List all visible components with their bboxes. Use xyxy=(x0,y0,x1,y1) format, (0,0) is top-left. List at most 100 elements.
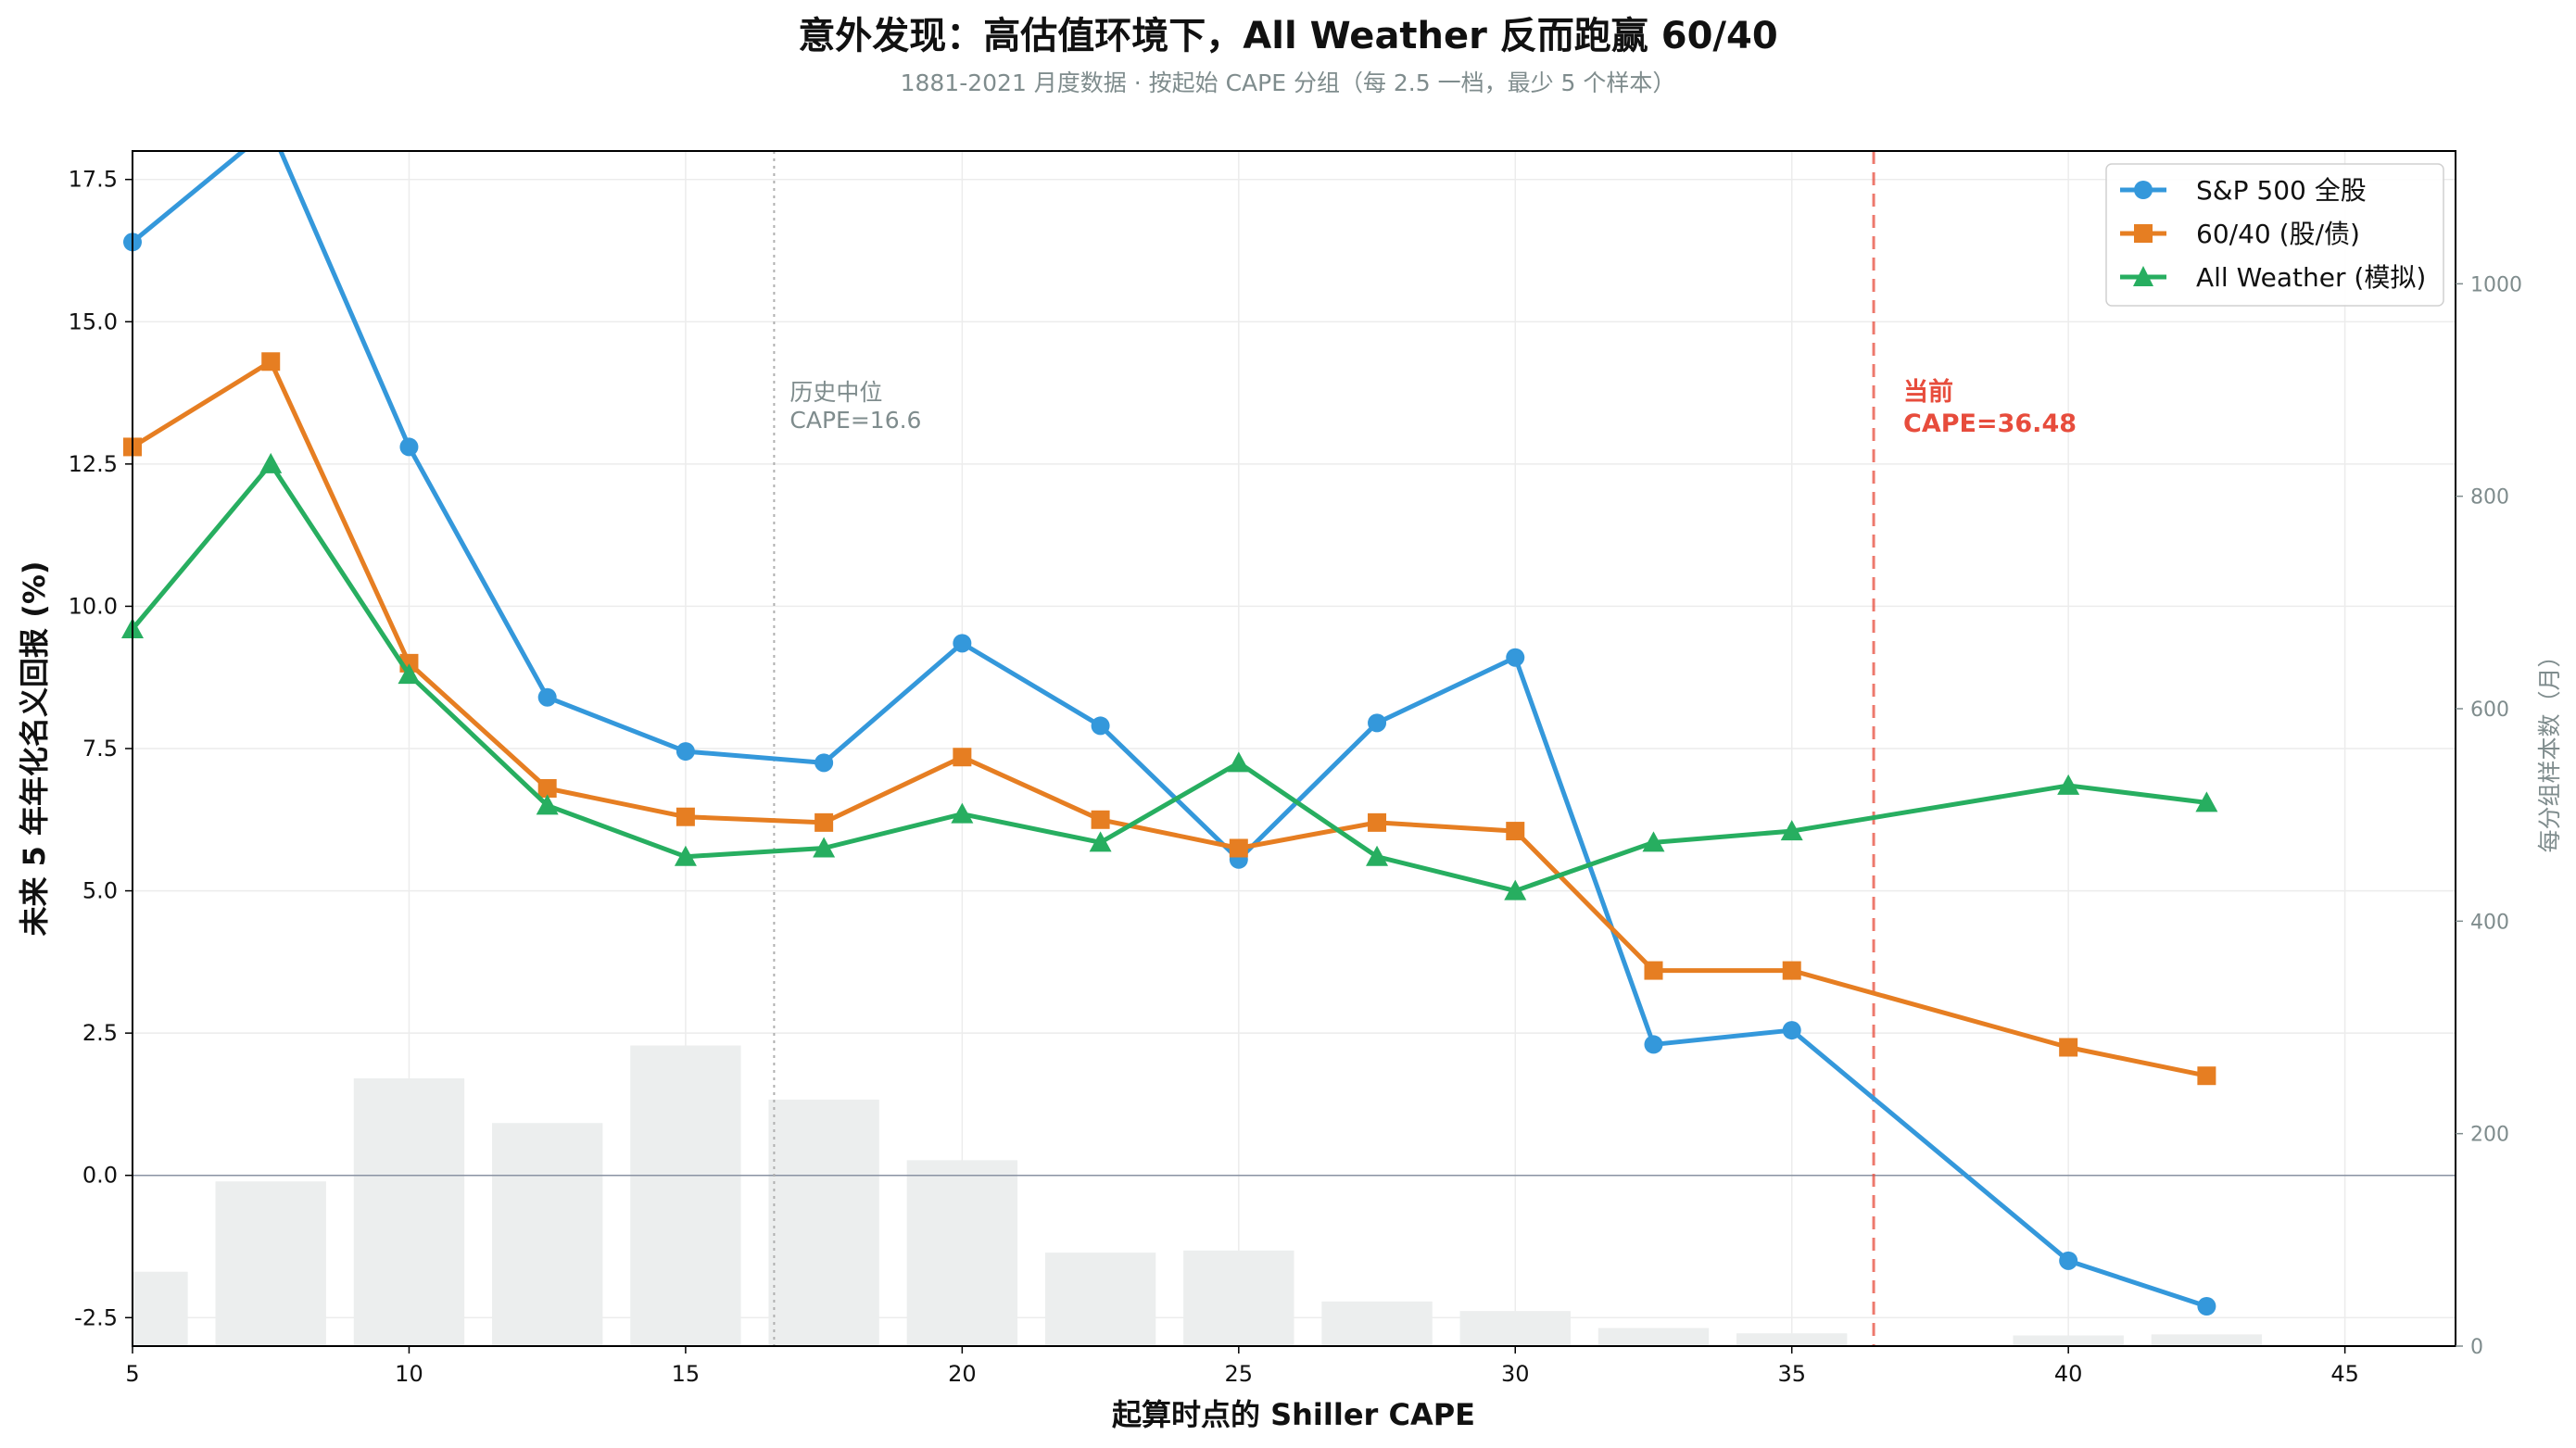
sample-count-bar xyxy=(1597,1328,1710,1346)
series-point-2 xyxy=(259,452,283,473)
series-point-0 xyxy=(953,634,972,653)
series-point-1 xyxy=(1091,810,1110,829)
y-tick-label: 2.5 xyxy=(82,1020,118,1046)
median-annotation-label: 历史中位 xyxy=(789,379,882,406)
x-tick-label: 10 xyxy=(395,1361,423,1387)
y-tick-label: 0.0 xyxy=(82,1163,118,1189)
series-point-2 xyxy=(1227,751,1250,773)
series-point-1 xyxy=(2059,1038,2078,1057)
series-point-1 xyxy=(953,748,972,767)
series-point-1 xyxy=(1229,838,1248,858)
right-tick-label: 1000 xyxy=(2470,273,2522,296)
legend-allweather-label: All Weather (模拟) xyxy=(2196,262,2426,293)
series-point-0 xyxy=(1091,716,1110,736)
sample-bars xyxy=(133,1045,2263,1346)
series-point-1 xyxy=(261,352,281,371)
legend-box xyxy=(2105,163,2444,307)
sample-count-bar xyxy=(2151,1334,2263,1346)
sample-count-bar xyxy=(768,1099,879,1346)
series-point-1 xyxy=(814,812,834,832)
sample-count-bar xyxy=(2013,1335,2124,1346)
right-axis-label: 每分组样本数（月） xyxy=(2536,644,2563,852)
series-point-2 xyxy=(674,845,697,866)
series-point-2 xyxy=(2057,774,2080,795)
right-tick-label: 600 xyxy=(2470,699,2509,722)
legend-sp500-marker xyxy=(2134,181,2153,199)
legend-sp500-label: S&P 500 全股 xyxy=(2196,175,2367,206)
current-annotation-value: CAPE=36.48 xyxy=(1903,409,2077,438)
sample-count-bar xyxy=(491,1123,603,1346)
series-point-2 xyxy=(1780,820,1803,841)
y-axis-ticks: -2.5 0.0 2.5 5.0 7.5 10.0 12.5 15.0 17.5 xyxy=(69,167,133,1330)
sample-count-bar xyxy=(906,1160,1018,1346)
chart-title: 意外发现：高估值环境下，All Weather 反而跑赢 60/40 xyxy=(798,15,1777,57)
x-tick-label: 45 xyxy=(2330,1361,2359,1387)
median-annotation-value: CAPE=16.6 xyxy=(789,407,921,434)
series-point-0 xyxy=(2197,1297,2216,1316)
x-tick-label: 15 xyxy=(672,1361,701,1387)
series-point-2 xyxy=(1504,879,1527,900)
right-tick-label: 400 xyxy=(2470,911,2509,934)
series-point-0 xyxy=(676,742,695,762)
right-tick-label: 0 xyxy=(2470,1336,2483,1359)
right-axis-ticks: 0 200 400 600 800 1000 xyxy=(2456,273,2522,1359)
x-tick-label: 35 xyxy=(1777,1361,1806,1387)
x-tick-label: 5 xyxy=(125,1361,139,1387)
series-point-0 xyxy=(2059,1251,2078,1270)
series-point-0 xyxy=(537,687,557,707)
series-point-2 xyxy=(398,663,421,685)
legend: S&P 500 全股 60/40 (股/债) All Weather (模拟) xyxy=(2105,163,2444,307)
series-point-2 xyxy=(1366,845,1389,866)
series-point-0 xyxy=(399,437,419,457)
series-point-2 xyxy=(1089,831,1112,852)
series-point-2 xyxy=(813,837,836,858)
chart-subtitle: 1881-2021 月度数据 · 按起始 CAPE 分组（每 2.5 一档，最少… xyxy=(901,69,1676,96)
x-tick-label: 30 xyxy=(1501,1361,1530,1387)
y-tick-label: 15.0 xyxy=(69,308,118,334)
series-layer xyxy=(121,151,2218,1316)
x-axis-ticks: 5 10 15 20 25 30 35 40 45 xyxy=(125,1346,2359,1387)
y-axis-label: 未来 5 年年化名义回报 (%) xyxy=(17,560,52,936)
x-tick-label: 40 xyxy=(2054,1361,2083,1387)
series-point-0 xyxy=(1368,713,1387,733)
series-point-2 xyxy=(2195,791,2218,812)
series-point-1 xyxy=(1506,822,1525,841)
sample-count-bar xyxy=(1044,1253,1156,1346)
series-point-1 xyxy=(1782,961,1801,980)
y-tick-label: 17.5 xyxy=(69,167,118,193)
right-tick-label: 200 xyxy=(2470,1124,2509,1147)
sample-count-bar xyxy=(1736,1333,1848,1346)
current-annotation-label: 当前 xyxy=(1903,377,1953,407)
series-point-1 xyxy=(676,807,695,826)
series-point-1 xyxy=(2197,1066,2216,1086)
series-point-2 xyxy=(536,794,559,815)
series-point-0 xyxy=(814,753,834,773)
sample-count-bar xyxy=(630,1045,741,1346)
sample-count-bar xyxy=(133,1271,188,1346)
y-tick-label: 5.0 xyxy=(82,878,118,904)
x-axis-label: 起算时点的 Shiller CAPE xyxy=(1112,1397,1475,1432)
series-point-0 xyxy=(1644,1035,1663,1054)
series-point-1 xyxy=(1644,961,1663,980)
series-point-2 xyxy=(951,802,974,824)
y-tick-label: 12.5 xyxy=(69,451,118,477)
x-tick-label: 25 xyxy=(1225,1361,1254,1387)
sample-count-bar xyxy=(215,1181,326,1346)
sample-count-bar xyxy=(353,1078,465,1346)
series-point-1 xyxy=(537,779,557,798)
sample-count-bar xyxy=(1459,1311,1571,1346)
series-point-0 xyxy=(1782,1021,1801,1040)
sample-count-bar xyxy=(1183,1250,1294,1346)
x-tick-label: 20 xyxy=(948,1361,977,1387)
legend-6040-label: 60/40 (股/债) xyxy=(2196,219,2360,249)
y-tick-label: 7.5 xyxy=(82,736,118,762)
series-point-1 xyxy=(1368,812,1387,832)
y-tick-label: -2.5 xyxy=(74,1304,118,1330)
sample-count-bar xyxy=(1321,1301,1433,1346)
right-tick-label: 800 xyxy=(2470,486,2509,510)
series-point-0 xyxy=(1506,648,1525,667)
series-point-2 xyxy=(1642,831,1665,852)
legend-6040-marker xyxy=(2134,224,2153,243)
